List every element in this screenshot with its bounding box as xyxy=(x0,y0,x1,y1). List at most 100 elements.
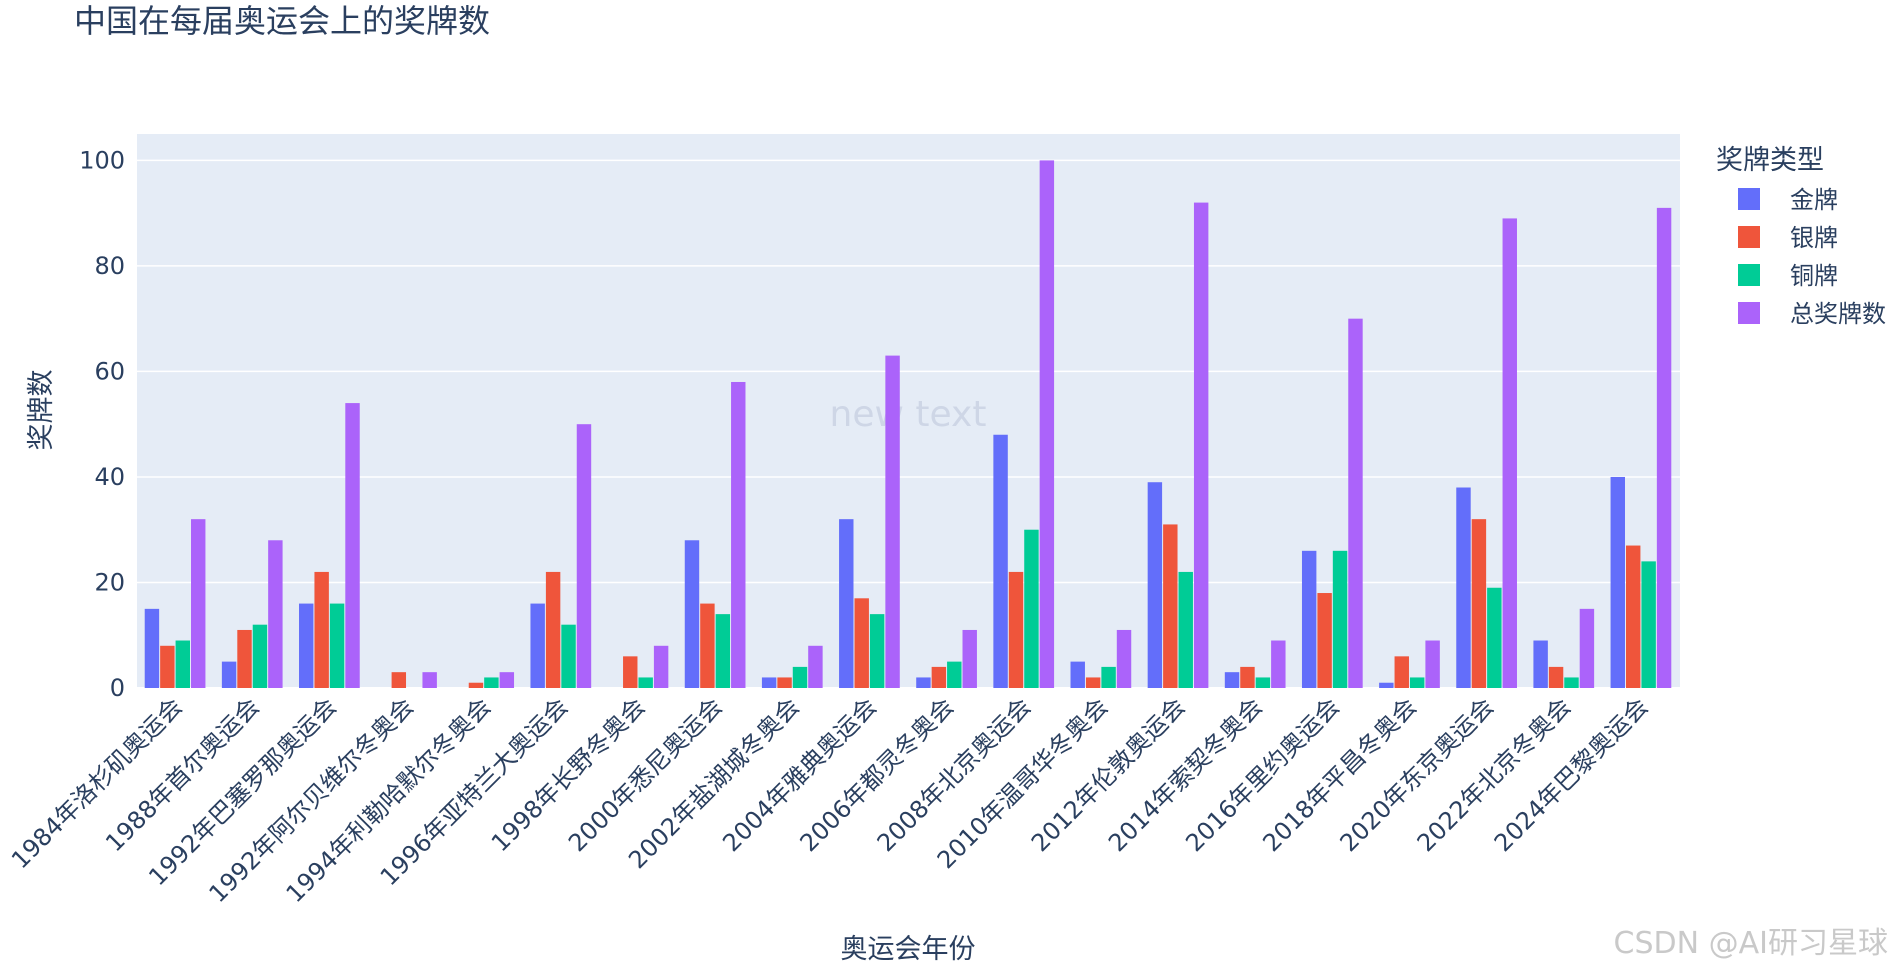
plot-annotation: new text xyxy=(830,394,987,435)
y-tick-label: 0 xyxy=(110,674,125,702)
bar xyxy=(1564,677,1579,688)
bar xyxy=(1487,587,1502,688)
legend-swatch xyxy=(1738,226,1760,248)
bar xyxy=(391,672,407,688)
bar xyxy=(1425,640,1440,688)
bar xyxy=(1456,487,1471,688)
legend-swatch xyxy=(1738,302,1760,324)
bars xyxy=(144,160,1672,689)
bar xyxy=(1178,571,1193,688)
bar xyxy=(761,677,777,688)
bar xyxy=(144,608,160,688)
bar xyxy=(684,540,700,688)
bar xyxy=(499,672,515,688)
bar xyxy=(947,661,962,688)
legend-item-label: 总奖牌数 xyxy=(1790,300,1886,328)
chart-title: 中国在每届奥运会上的奖牌数 xyxy=(74,2,490,40)
bar xyxy=(962,629,977,688)
plot-area: new text xyxy=(137,134,1680,689)
bar xyxy=(1641,561,1656,688)
bar xyxy=(916,677,931,688)
legend-swatch xyxy=(1738,188,1760,210)
bar xyxy=(1024,529,1039,688)
legend-item-label: 银牌 xyxy=(1790,224,1838,252)
legend-item-label: 金牌 xyxy=(1790,186,1838,214)
bar xyxy=(1317,593,1332,688)
legend-swatch xyxy=(1738,264,1760,286)
bar xyxy=(885,355,900,688)
bar xyxy=(854,598,869,688)
bar xyxy=(1116,629,1132,688)
bar xyxy=(576,424,592,688)
bar xyxy=(1409,677,1425,688)
bar xyxy=(638,677,653,688)
bar xyxy=(345,403,360,688)
bar xyxy=(1101,666,1116,688)
x-axis-title: 奥运会年份 xyxy=(841,934,976,965)
bar xyxy=(329,603,345,688)
bar xyxy=(545,571,561,688)
bar xyxy=(623,656,638,688)
bar xyxy=(869,614,885,688)
bar xyxy=(993,434,1008,688)
bar xyxy=(160,645,175,688)
bar xyxy=(700,603,715,688)
bar xyxy=(175,640,191,688)
bar xyxy=(530,603,545,688)
bar xyxy=(1008,571,1024,688)
bar xyxy=(1625,545,1641,688)
bar xyxy=(221,661,237,688)
legend-title: 奖牌类型 xyxy=(1716,145,1824,176)
bar xyxy=(484,677,499,688)
bar xyxy=(1379,682,1394,688)
bar xyxy=(1163,524,1178,688)
bar xyxy=(1085,677,1101,688)
bar xyxy=(1394,656,1409,688)
bar xyxy=(1039,160,1055,688)
bar xyxy=(268,540,283,688)
plot-background xyxy=(137,134,1680,688)
y-axis-title: 奖牌数 xyxy=(26,370,57,451)
bar xyxy=(299,603,314,688)
bar xyxy=(1147,482,1163,688)
bar xyxy=(1471,519,1487,688)
bar xyxy=(1502,218,1517,688)
bar xyxy=(931,666,947,688)
bar xyxy=(808,645,823,688)
bar xyxy=(237,629,252,688)
y-tick-label: 40 xyxy=(94,463,125,491)
csdn-watermark: CSDN @AI研习星球 xyxy=(1614,926,1888,961)
bar xyxy=(1656,207,1672,688)
y-tick-label: 60 xyxy=(94,357,125,385)
bar xyxy=(777,677,792,688)
bar xyxy=(1255,677,1271,688)
bar xyxy=(1579,608,1595,688)
bar xyxy=(1301,550,1317,688)
y-tick-label: 80 xyxy=(94,252,125,280)
bar xyxy=(1193,202,1209,689)
bar xyxy=(191,519,206,688)
bar xyxy=(561,624,576,688)
bar xyxy=(653,645,669,688)
bar xyxy=(1548,666,1564,688)
bar xyxy=(1610,476,1625,688)
y-tick-label: 100 xyxy=(79,146,125,174)
bar xyxy=(468,682,484,688)
bar xyxy=(1070,661,1085,688)
bar xyxy=(1533,640,1548,688)
bar xyxy=(839,519,854,688)
bar xyxy=(1271,640,1286,688)
bar xyxy=(731,381,746,688)
bar xyxy=(422,672,437,688)
y-tick-label: 20 xyxy=(94,568,125,596)
x-axis-ticks: 1984年洛杉矶奥运会1988年首尔奥运会1992年巴塞罗那奥运会1992年阿尔… xyxy=(6,692,1654,908)
y-axis-ticks: 0 20 40 60 80 100 xyxy=(79,146,125,702)
bar xyxy=(1240,666,1255,688)
bar xyxy=(314,571,329,688)
bar xyxy=(1332,550,1348,688)
bar xyxy=(1348,318,1363,688)
bar xyxy=(1224,672,1240,688)
bar xyxy=(715,614,731,688)
